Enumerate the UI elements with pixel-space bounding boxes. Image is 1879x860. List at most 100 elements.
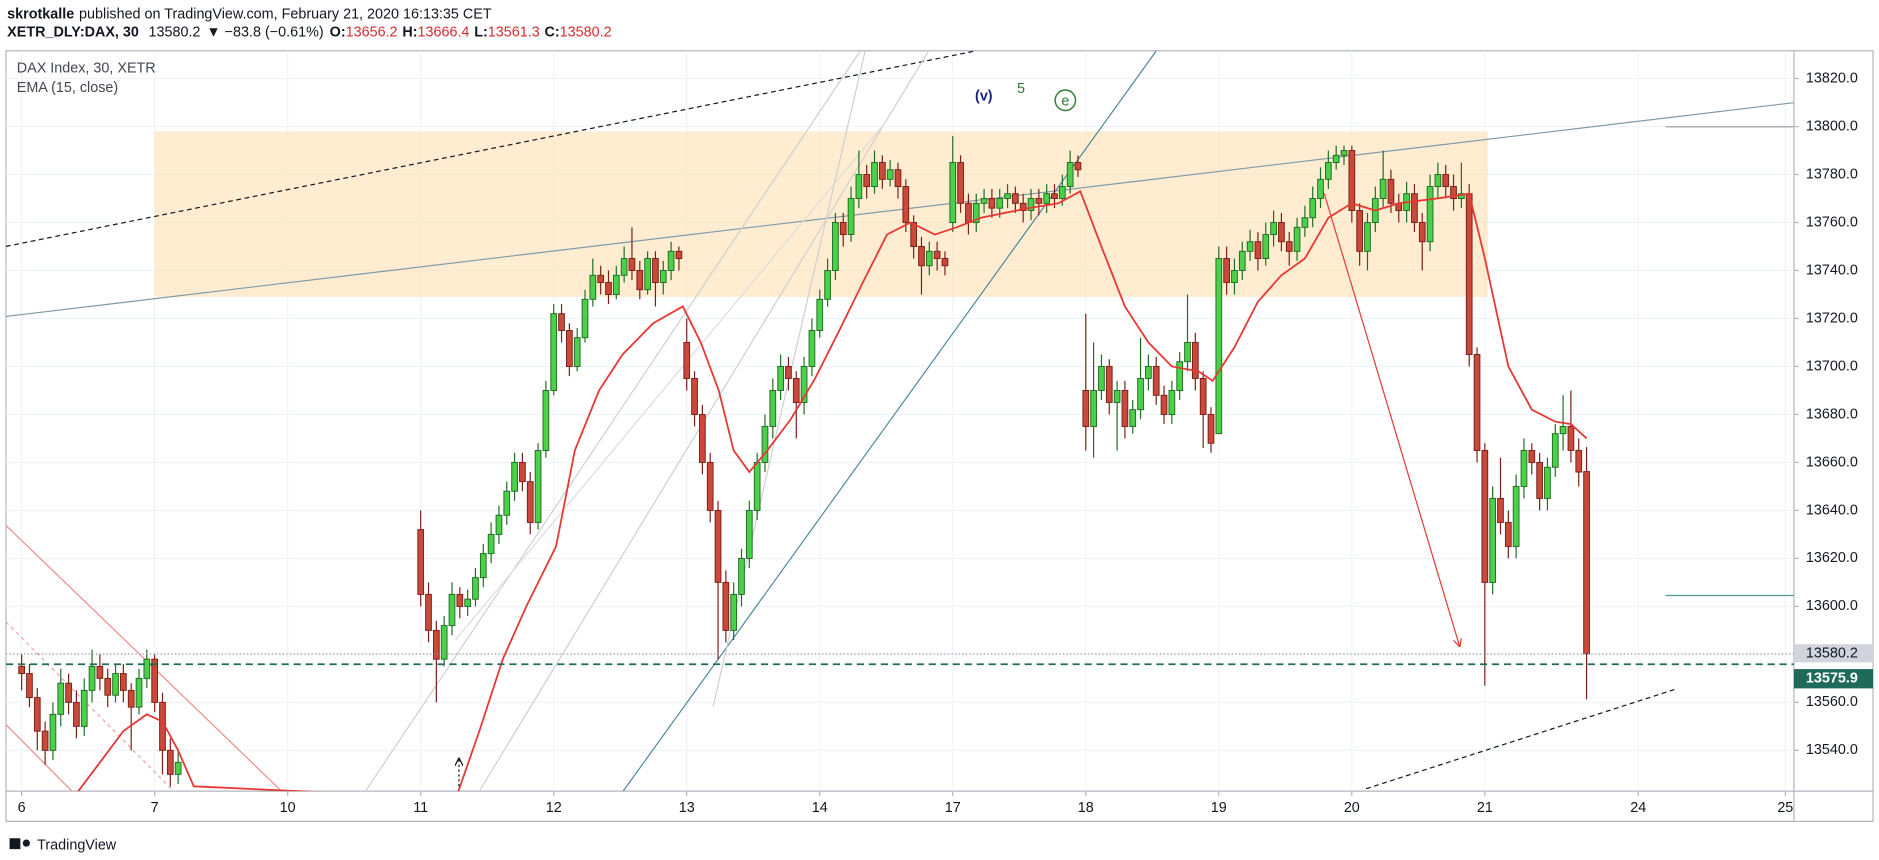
candle-body [1411, 193, 1418, 224]
candle-body [1121, 389, 1129, 427]
candle-body [96, 665, 104, 679]
ema-line [77, 190, 1588, 792]
trendline [5, 724, 73, 792]
candle-body [785, 365, 792, 379]
candle-body [878, 162, 886, 180]
projection-arrow [1323, 193, 1459, 646]
candle-body [1090, 389, 1097, 427]
candle-body [511, 461, 518, 492]
candle-body [1567, 425, 1575, 451]
y-tick-label: 13600.0 [1806, 598, 1858, 614]
candle-body [1348, 150, 1356, 212]
candle-body [448, 593, 456, 627]
candle-body [65, 682, 72, 703]
candle-body [526, 481, 534, 523]
author: skrotkalle [7, 6, 74, 22]
candle-body [151, 658, 159, 703]
candle-body [1270, 222, 1277, 235]
y-tick-label: 13540.0 [1806, 742, 1858, 758]
x-tick-label: 17 [945, 800, 961, 816]
candle-body [1246, 241, 1254, 252]
candle-body [1191, 342, 1199, 379]
candle-body [1004, 193, 1011, 200]
candle-body [980, 198, 988, 204]
candle-body [1105, 365, 1113, 403]
y-tick-label: 13620.0 [1806, 550, 1858, 566]
candle-body [941, 258, 949, 267]
published: published on TradingView.com, February 2… [79, 6, 492, 22]
trendline [454, 120, 888, 641]
candle-body [792, 377, 800, 403]
candle-body [1442, 174, 1450, 188]
candle-body [1168, 389, 1176, 415]
candle-body [589, 274, 597, 300]
y-tick-label: 13680.0 [1806, 406, 1858, 422]
candle-body [1043, 193, 1051, 204]
candle-body [949, 162, 957, 224]
candle-body [1551, 433, 1559, 468]
y-tick-label: 13560.0 [1806, 694, 1858, 710]
x-tick-label: 20 [1344, 800, 1360, 816]
candle-body [558, 313, 565, 331]
candle-body [1512, 485, 1520, 547]
candle-body [41, 730, 49, 751]
candle-body [863, 174, 871, 188]
candle-body [691, 377, 698, 415]
candle-body [26, 673, 33, 699]
candle-body [699, 413, 706, 463]
candle-body [534, 449, 542, 523]
candle-body [1019, 202, 1027, 212]
candle-body [1426, 186, 1434, 243]
header-line-1: skrotkalle published on TradingView.com, … [7, 6, 492, 22]
candle-body [996, 198, 1004, 209]
candle-body [675, 250, 683, 259]
change: ▼ −83.8 (−0.61%) [206, 24, 323, 40]
y-tick-label: 13760.0 [1806, 214, 1858, 230]
trendline [364, 50, 861, 792]
candle-body [1340, 150, 1348, 156]
brand-logo [9, 838, 30, 850]
candle-body [620, 258, 628, 276]
axes: 13540.013560.013580.013600.013620.013640… [18, 70, 1874, 816]
y-tick-label: 13820.0 [1806, 70, 1858, 86]
candle-body [753, 461, 761, 511]
candle-body [1379, 178, 1387, 200]
candle-body [104, 677, 112, 696]
symbol: XETR_DLY:DAX, 30 [7, 24, 139, 40]
candle-body [573, 337, 581, 367]
candle-body [1559, 425, 1567, 435]
ohlc-label: C: [545, 24, 560, 40]
candle-body [1199, 377, 1207, 415]
candle-body [1356, 210, 1364, 252]
candle-body [605, 282, 612, 295]
candle-body [612, 274, 620, 295]
y-tick-label: 13720.0 [1806, 310, 1858, 326]
x-tick-label: 14 [812, 800, 828, 816]
candle-body [1324, 162, 1332, 180]
alert-label: 13575.9 [1806, 671, 1858, 687]
candle-body [18, 665, 25, 675]
candle-body [1231, 270, 1238, 283]
wave-label: 5 [1017, 81, 1025, 97]
candle-body [174, 761, 182, 775]
ohlc-value: 13561.3 [488, 24, 540, 40]
candle-body [57, 682, 65, 715]
x-tick-label: 12 [546, 800, 562, 816]
candle-body [1152, 365, 1160, 396]
candle-body [957, 162, 964, 204]
candle-body [417, 529, 425, 595]
candle-body [714, 509, 722, 583]
candle-body [1137, 377, 1144, 411]
ohlc-label: O: [330, 24, 346, 40]
trendline [1365, 687, 1678, 790]
alert-box [1793, 669, 1874, 689]
candle-body [1465, 193, 1473, 355]
candle-body [432, 629, 440, 660]
brand: TradingView [37, 837, 117, 853]
wave-label: (v) [975, 88, 993, 104]
candle-body [73, 701, 80, 727]
candle-body [112, 673, 119, 696]
candle-body [1145, 365, 1152, 379]
